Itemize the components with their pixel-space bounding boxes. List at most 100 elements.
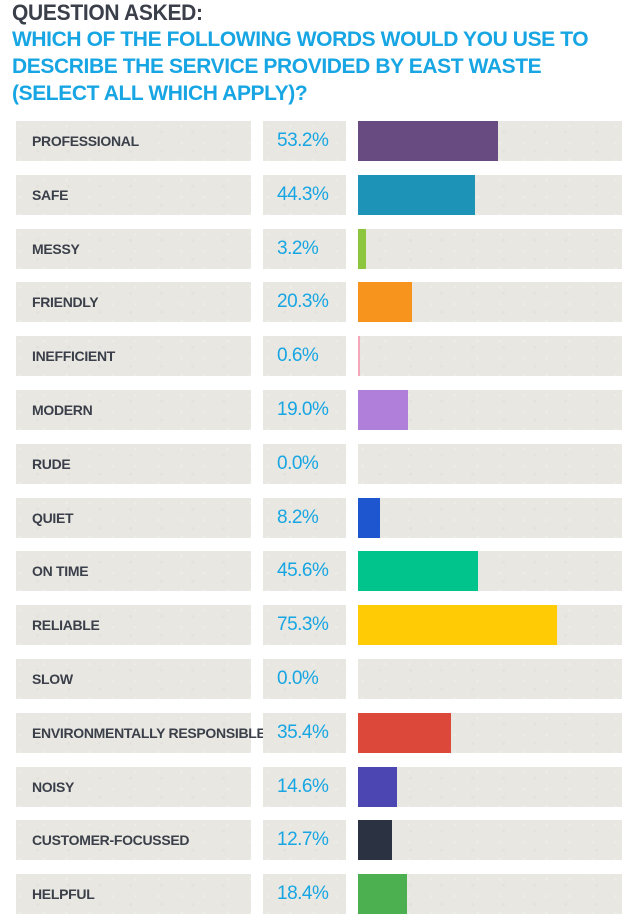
category-label: RUDE [32,455,71,472]
bar [358,174,475,215]
category-label: PROFESSIONAL [32,133,139,149]
category-label: HELPFUL [32,886,95,903]
chart-row: MODERN 19.0% [0,390,637,430]
category-label: SLOW [32,671,73,687]
chart-row: QUIET 8.2% [0,497,637,538]
bar [358,228,367,269]
category-label: ON TIME [32,563,89,580]
row-value-cell: 14.6% [263,766,346,807]
chart-row: MESSY 3.2% [0,228,637,269]
row-value-cell: 44.3% [263,174,346,215]
row-value-cell: 35.4% [263,712,346,753]
category-label: FRIENDLY [32,294,99,311]
value-label: 75.3% [277,614,329,636]
row-label-cell: RUDE [16,443,251,484]
bar [358,766,397,807]
category-label: MODERN [32,402,93,418]
chart-row: ON TIME 45.6% [0,551,637,592]
row-value-cell: 19.0% [263,390,346,430]
bar-track [358,874,622,914]
chart-row: NOISY 14.6% [0,766,637,807]
value-label: 3.2% [277,237,319,259]
chart-row: HELPFUL 18.4% [0,874,637,914]
row-label-cell: PROFESSIONAL [16,121,251,161]
row-label-cell: HELPFUL [16,874,251,914]
row-value-cell: 53.2% [263,121,346,161]
bar-track [358,766,622,807]
chart-row: FRIENDLY 20.3% [0,282,637,323]
bar-track [358,551,622,592]
value-label: 18.4% [277,883,329,905]
bar [358,497,380,538]
row-value-cell: 0.6% [263,336,346,377]
chart-row: SAFE 44.3% [0,174,637,215]
row-label-cell: MODERN [16,390,251,430]
chart-row: SLOW 0.0% [0,659,637,699]
chart-row: ENVIRONMENTALLY RESPONSIBLE 35.4% [0,712,637,753]
row-value-cell: 75.3% [263,605,346,646]
bar [358,551,479,592]
bar [358,336,360,377]
row-value-cell: 12.7% [263,820,346,861]
category-label: ENVIRONMENTALLY RESPONSIBLE [32,724,266,741]
value-label: 19.0% [277,399,329,420]
question-label: QUESTION ASKED: [12,1,203,25]
bar-track [358,390,622,430]
row-label-cell: FRIENDLY [16,282,251,323]
value-label: 53.2% [277,130,329,151]
value-label: 14.6% [277,775,329,797]
row-label-cell: ENVIRONMENTALLY RESPONSIBLE [16,712,266,753]
row-value-cell: 45.6% [263,551,346,592]
bar [358,121,499,161]
value-label: 45.6% [277,560,329,582]
bar-track [358,174,622,215]
value-label: 0.0% [277,668,319,689]
row-value-cell: 0.0% [263,659,346,699]
row-label-cell: RELIABLE [16,605,251,646]
bar-track [358,336,622,377]
row-value-cell: 8.2% [263,497,346,538]
bar-track [358,497,622,538]
bar [358,820,392,861]
question-header: QUESTION ASKED: WHICH OF THE FOLLOWING W… [12,0,624,107]
value-label: 8.2% [277,506,319,528]
category-label: QUIET [32,509,74,526]
bar-track [358,228,622,269]
row-label-cell: QUIET [16,497,251,538]
row-value-cell: 0.0% [263,443,346,484]
row-label-cell: ON TIME [16,551,251,592]
bar [358,605,557,646]
bar-track [358,121,622,161]
value-label: 12.7% [277,829,329,851]
row-label-cell: INEFFICIENT [16,336,251,377]
bar [358,874,407,914]
bar-track [358,820,622,861]
category-label: RELIABLE [32,617,100,634]
category-label: NOISY [32,778,75,795]
row-label-cell: MESSY [16,228,251,269]
chart-row: RUDE 0.0% [0,443,637,484]
bar-track [358,282,622,323]
chart-row: RELIABLE 75.3% [0,605,637,646]
bar [358,390,409,430]
bar-track [358,712,622,753]
row-label-cell: CUSTOMER-FOCUSSED [16,820,251,861]
row-label-cell: SLOW [16,659,251,699]
bar [358,712,452,753]
category-label: CUSTOMER-FOCUSSED [32,832,190,849]
row-value-cell: 18.4% [263,874,346,914]
row-value-cell: 3.2% [263,228,346,269]
category-label: INEFFICIENT [32,348,116,365]
value-label: 0.0% [277,452,319,474]
chart-row: CUSTOMER-FOCUSSED 12.7% [0,820,637,861]
row-value-cell: 20.3% [263,282,346,323]
question-text: WHICH OF THE FOLLOWING WORDS WOULD YOU U… [12,28,589,105]
value-label: 20.3% [277,291,329,313]
row-label-cell: NOISY [16,766,251,807]
bar-track [358,605,622,646]
category-label: SAFE [32,186,69,203]
row-label-cell: SAFE [16,174,251,215]
value-label: 44.3% [277,183,329,205]
value-label: 0.6% [277,345,319,367]
